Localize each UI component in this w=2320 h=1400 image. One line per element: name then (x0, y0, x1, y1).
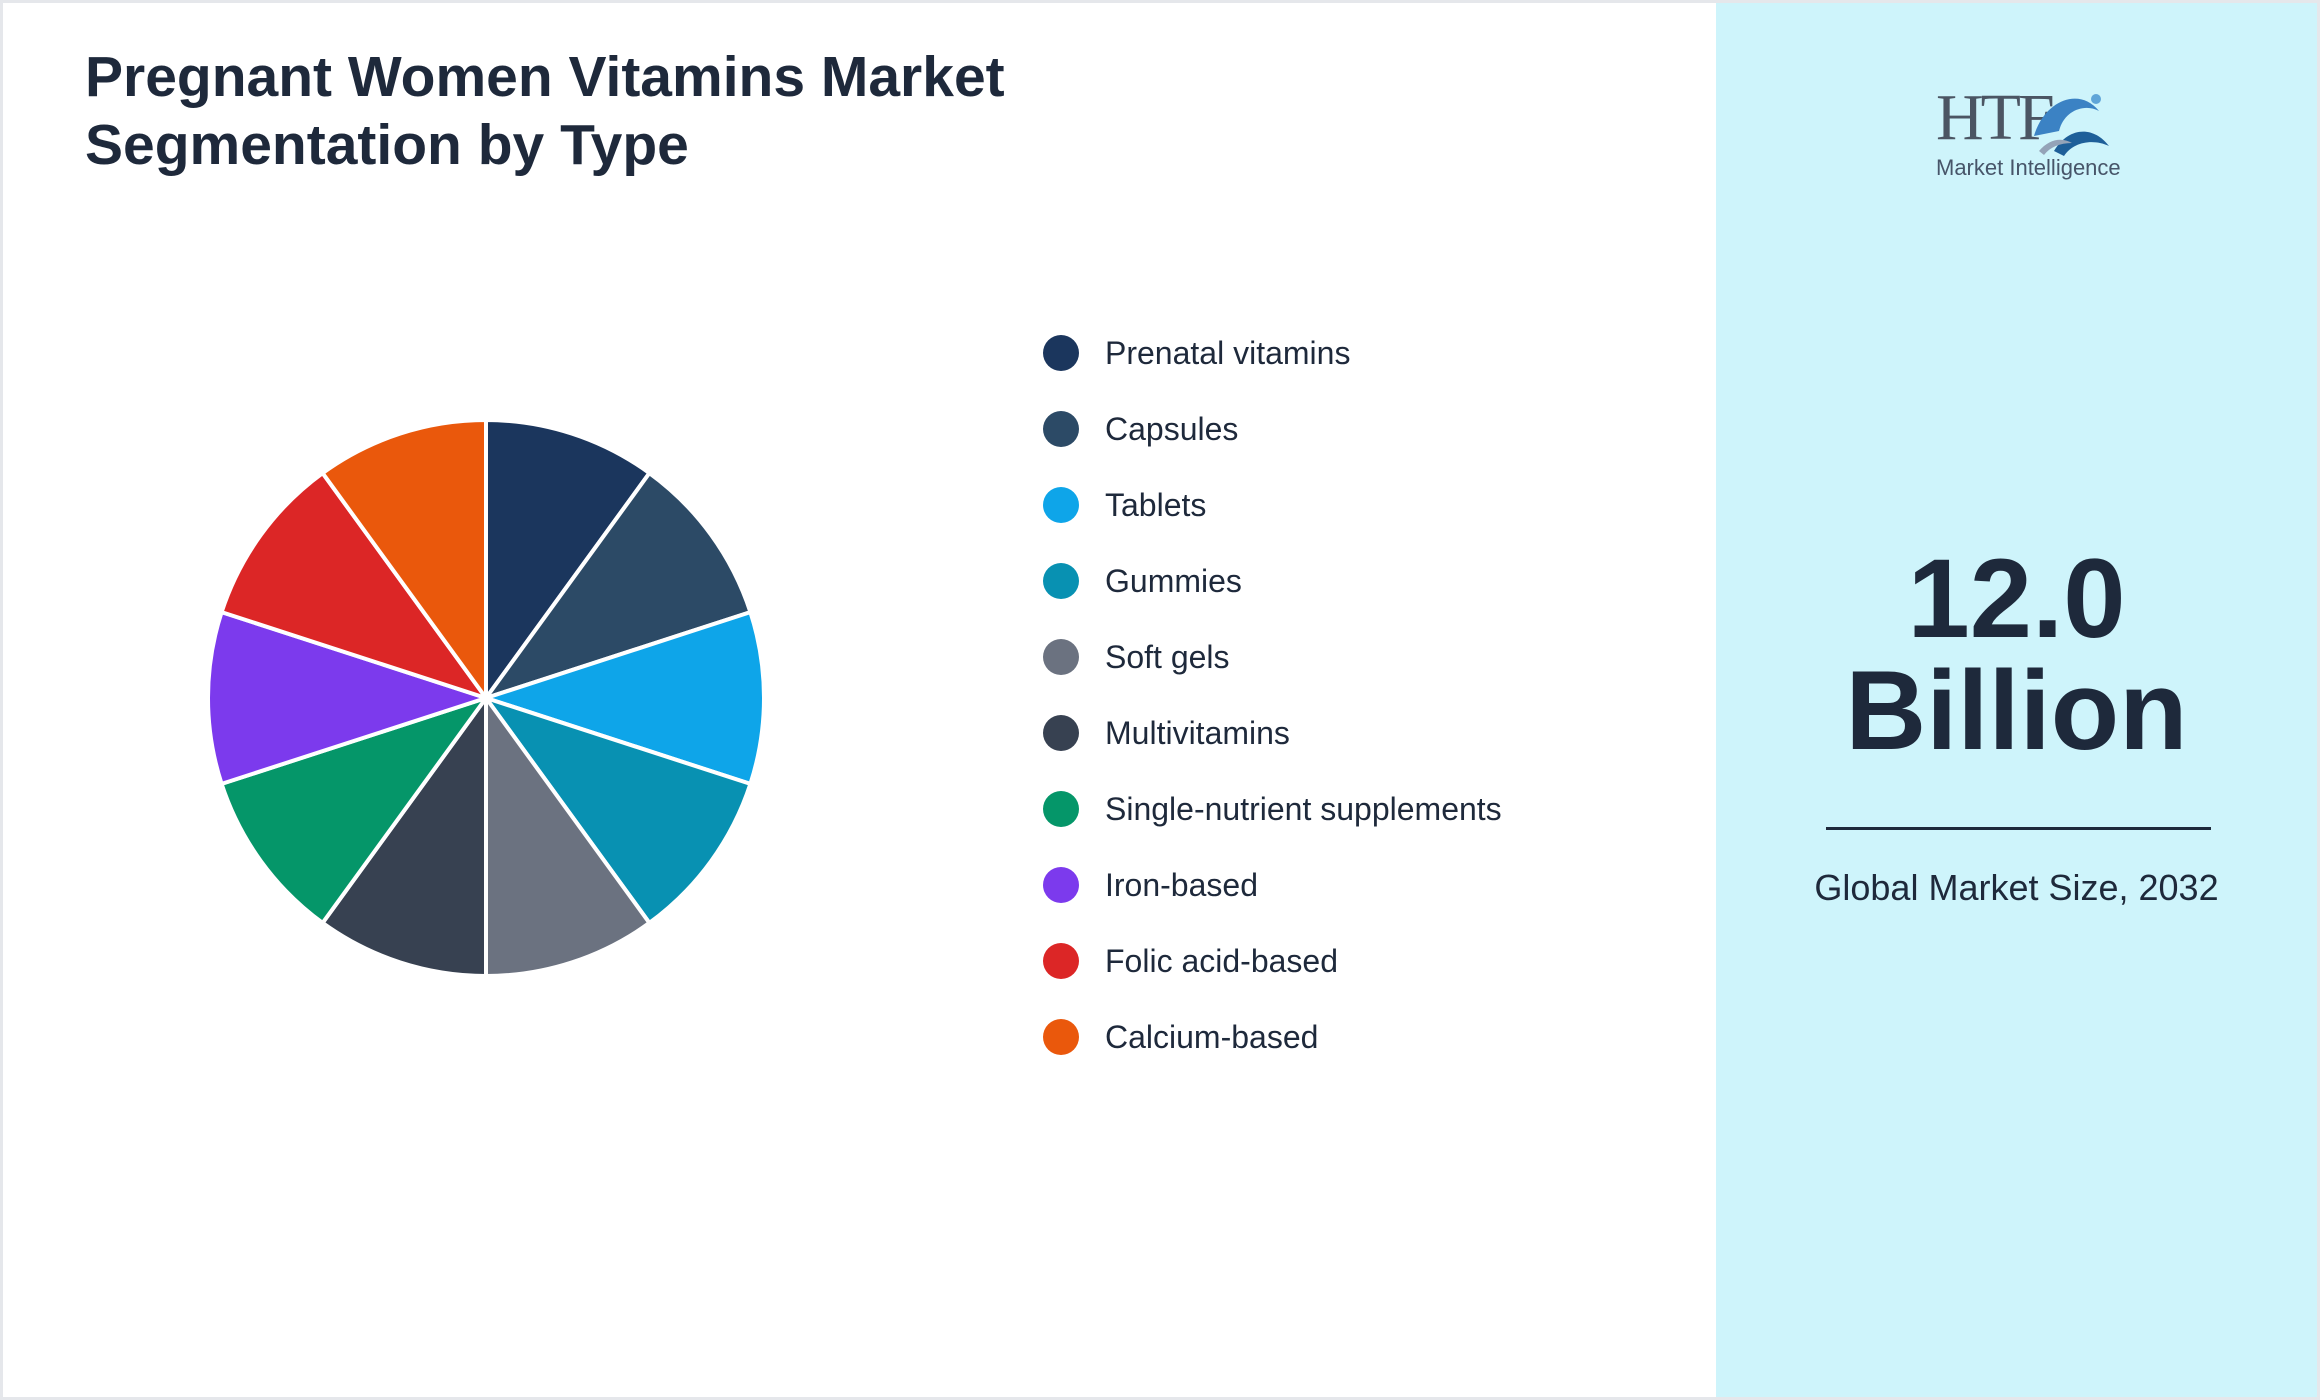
pie-slice-gummies (484, 696, 753, 925)
pie-slice-multivitamins (320, 696, 488, 978)
legend-label: Folic acid-based (1105, 943, 1338, 979)
pie-slice-iron-based (206, 610, 488, 786)
legend-swatch (1043, 791, 1079, 827)
pie-slice-single-nutrient-supplements (219, 696, 488, 925)
pie-slice-calcium-based (320, 418, 488, 700)
htf-logo: HTF Market Intelligence (1926, 81, 2121, 191)
market-size-value: 12.0 (1907, 536, 2126, 661)
pie-slice-capsules (484, 471, 753, 700)
legend-label: Gummies (1105, 563, 1242, 599)
pie-slice-folic-acid-based (219, 471, 488, 700)
market-size-unit: Billion (1845, 648, 2188, 773)
legend-swatch (1043, 715, 1079, 751)
legend-swatch (1043, 487, 1079, 523)
legend-label: Tablets (1105, 487, 1207, 523)
chart-title: Pregnant Women Vitamins Market Segmentat… (85, 45, 1005, 177)
legend-swatch (1043, 1019, 1079, 1055)
pie-slice-soft-gels (484, 696, 652, 978)
legend-swatch (1043, 867, 1079, 903)
legend-label: Prenatal vitamins (1105, 335, 1351, 371)
dolphin-logo-icon (2034, 94, 2109, 156)
logo-tagline: Market Intelligence (1936, 155, 2121, 180)
logo-brand: HTF (1936, 81, 2055, 154)
legend-label: Calcium-based (1105, 1019, 1319, 1055)
divider (1826, 827, 2211, 830)
pie-slice-tablets (484, 610, 766, 786)
legend-swatch (1043, 411, 1079, 447)
legend-label: Capsules (1105, 411, 1239, 447)
legend-label: Soft gels (1105, 639, 1230, 675)
side-panel: HTF Market Intelligence 12.0 Billion Glo… (1716, 3, 2317, 1397)
pie-slice-prenatal-vitamins (484, 418, 652, 700)
legend-swatch (1043, 639, 1079, 675)
legend-swatch (1043, 335, 1079, 371)
legend-label: Multivitamins (1105, 715, 1290, 751)
legend-swatch (1043, 943, 1079, 979)
infographic-card: Pregnant Women Vitamins Market Segmentat… (3, 3, 2317, 1397)
legend-label: Single-nutrient supplements (1105, 791, 1502, 827)
market-size-caption: Global Market Size, 2032 (1814, 867, 2219, 908)
legend-swatch (1043, 563, 1079, 599)
pie-chart (206, 418, 766, 978)
legend-label: Iron-based (1105, 867, 1258, 903)
